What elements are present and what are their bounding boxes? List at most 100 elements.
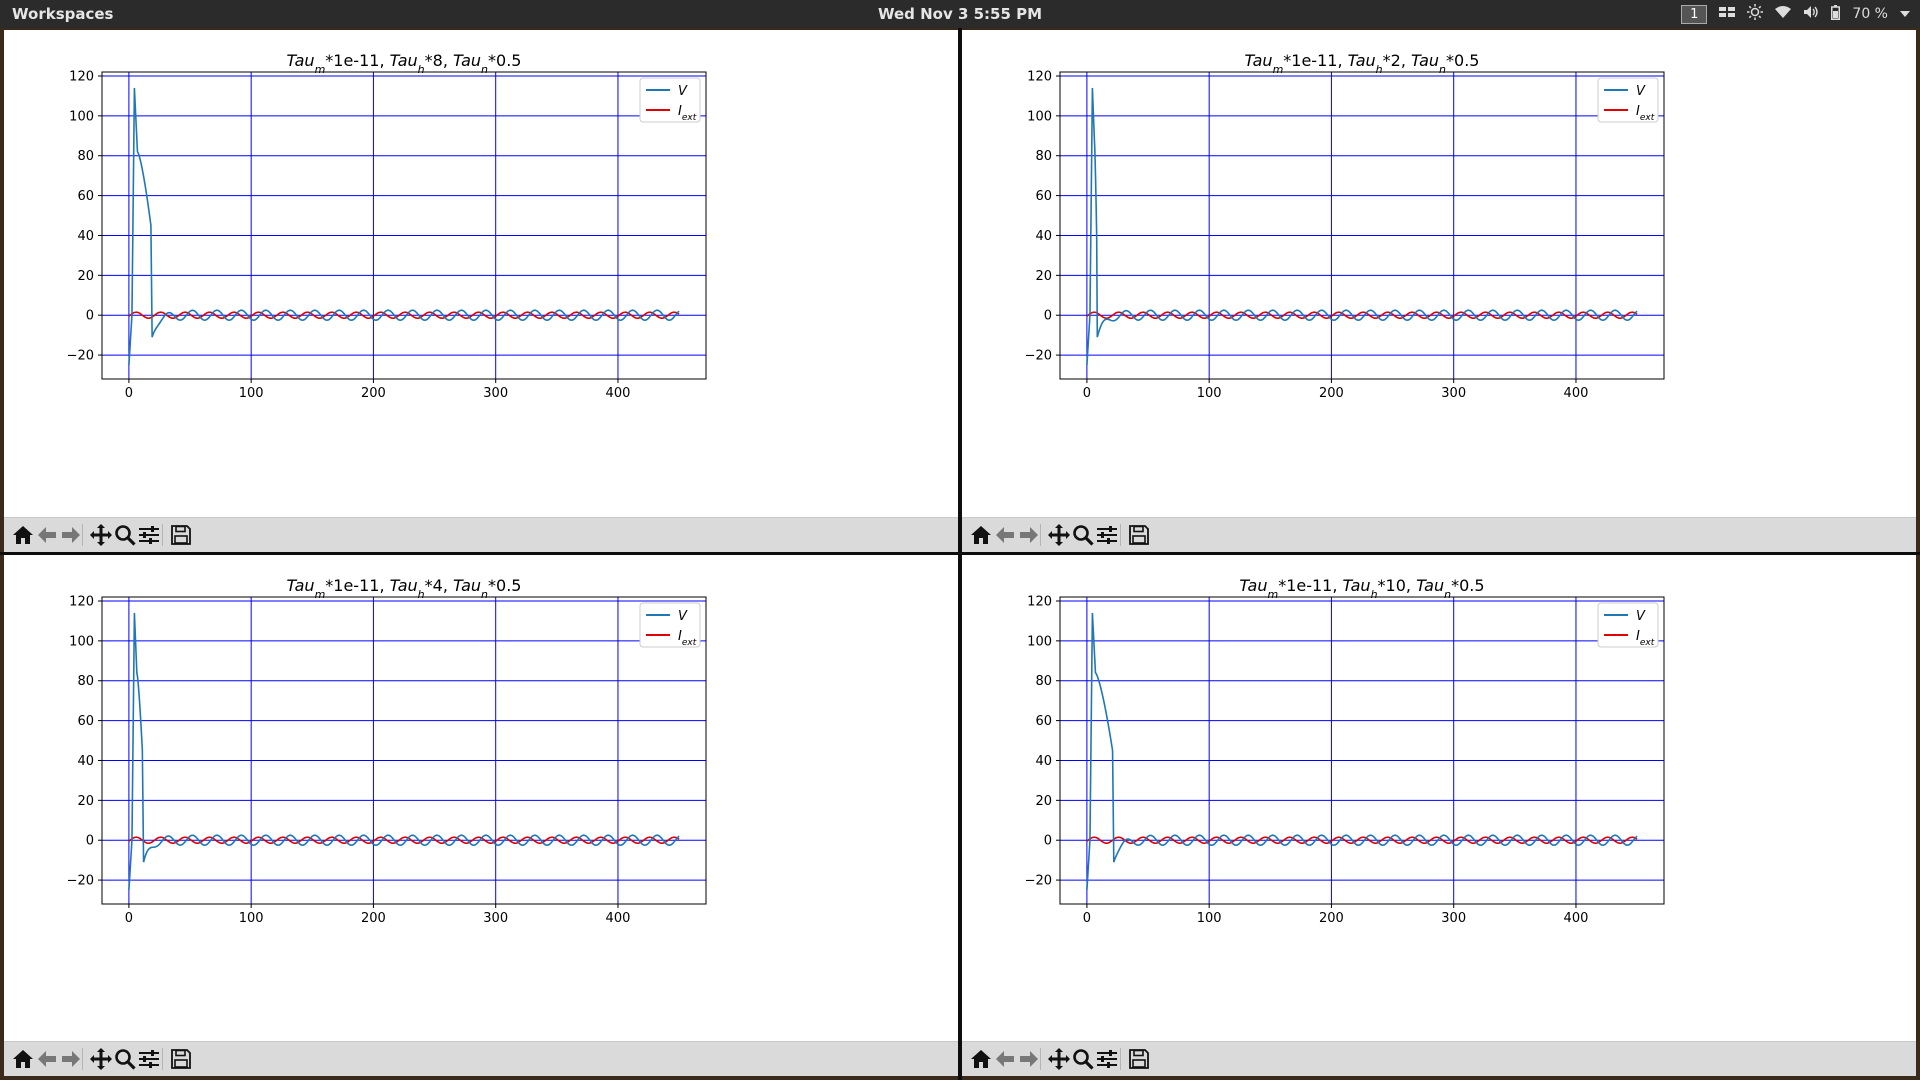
clock[interactable]: Wed Nov 3 5:55 PM [877, 5, 1043, 23]
zoom-button[interactable] [112, 523, 138, 547]
pan-icon [90, 1048, 112, 1070]
configure-subplots-icon [138, 1049, 160, 1069]
plot-area[interactable]: Taum*1e-11, Tauh*10, Taun*0.50 100 200 300 4… [962, 555, 1916, 1042]
home-icon [12, 525, 34, 545]
home-button[interactable] [10, 523, 36, 547]
legend: V Iext [639, 77, 701, 123]
zoom-button[interactable] [112, 1047, 138, 1071]
x-tick-label: 300 [1441, 911, 1466, 926]
save-button[interactable] [1126, 1047, 1152, 1071]
home-icon [12, 1049, 34, 1069]
y-tick-label: −20 [67, 874, 94, 889]
back-arrow-button[interactable] [34, 1047, 60, 1071]
series-line-v [128, 87, 680, 366]
chart-title: Taum*1e-11, Tauh*4, Taun*0.5 [287, 576, 522, 601]
forward-arrow-icon [1019, 1050, 1039, 1068]
legend-label-v: V [678, 609, 688, 624]
x-tick-label: 200 [361, 911, 386, 926]
workspace-indicator[interactable]: 1 [1681, 4, 1708, 24]
save-icon [171, 1049, 191, 1069]
chart-title: Taum*1e-11, Tauh*10, Taun*0.5 [1239, 576, 1484, 601]
forward-arrow-button[interactable] [58, 523, 84, 547]
x-tick-label: 100 [239, 386, 264, 401]
workspaces-label[interactable]: Workspaces [12, 5, 114, 23]
forward-arrow-icon [61, 1050, 81, 1068]
chart-title: Taum*1e-11, Tauh*8, Taun*0.5 [287, 51, 522, 76]
y-tick-label: 80 [1035, 674, 1052, 689]
save-icon [171, 525, 191, 545]
y-tick-label: 20 [77, 269, 94, 284]
axes-frame [101, 596, 707, 905]
home-button[interactable] [968, 523, 994, 547]
chevron-down-icon[interactable] [1900, 6, 1910, 22]
y-tick-label: 100 [1027, 634, 1052, 649]
toolbar-separator [1120, 1048, 1121, 1070]
plot-area[interactable]: Taum*1e-11, Tauh*4, Taun*0.50 100 200 300 40… [4, 555, 958, 1042]
y-tick-label: 40 [1035, 229, 1052, 244]
legend: V Iext [1597, 77, 1659, 123]
y-tick-label: 0 [1044, 309, 1052, 324]
zoom-button[interactable] [1070, 1047, 1096, 1071]
back-arrow-button[interactable] [992, 1047, 1018, 1071]
plot-area[interactable]: Taum*1e-11, Tauh*8, Taun*0.50 100 200 300 40… [4, 30, 958, 518]
y-tick-label: 20 [77, 794, 94, 809]
configure-subplots-icon [1096, 525, 1118, 545]
series-line-v [1086, 612, 1638, 891]
configure-subplots-button[interactable] [136, 523, 162, 547]
save-button[interactable] [1126, 523, 1152, 547]
back-arrow-icon [37, 526, 57, 544]
figure-window-tauh-2: Taum*1e-11, Tauh*2, Taun*0.5 0 100 200 300 40… [962, 30, 1916, 552]
pan-button[interactable] [1046, 523, 1072, 547]
figure-window-tauh-10: Taum*1e-11, Tauh*10, Taun*0.5 0 100 200 300 4… [962, 555, 1916, 1076]
toolbar-separator [162, 1048, 163, 1070]
configure-subplots-button[interactable] [1094, 523, 1120, 547]
home-button[interactable] [10, 1047, 36, 1071]
toolbar-separator [1040, 524, 1041, 546]
layout-icon[interactable] [1719, 6, 1736, 22]
pan-button[interactable] [88, 1047, 114, 1071]
pan-button[interactable] [1046, 1047, 1072, 1071]
wifi-icon[interactable] [1775, 5, 1792, 23]
y-tick-label: −20 [1025, 349, 1052, 364]
save-button[interactable] [168, 523, 194, 547]
grid-lines [102, 72, 706, 379]
save-icon [1129, 525, 1149, 545]
forward-arrow-button[interactable] [1016, 523, 1042, 547]
back-arrow-button[interactable] [34, 523, 60, 547]
zoom-icon [1072, 1048, 1094, 1070]
series-line-iext [128, 311, 680, 320]
back-arrow-icon [995, 526, 1015, 544]
forward-arrow-button[interactable] [58, 1047, 84, 1071]
y-tick-label: 40 [77, 754, 94, 769]
y-tick-label: 120 [69, 594, 94, 609]
x-tick-label: 400 [1564, 911, 1589, 926]
figure-window-tauh-8: Taum*1e-11, Tauh*8, Taun*0.5 0 100 200 300 40… [4, 30, 958, 552]
home-button[interactable] [968, 1047, 994, 1071]
pan-button[interactable] [88, 523, 114, 547]
battery-percent[interactable]: 70 % [1852, 6, 1888, 22]
configure-subplots-button[interactable] [136, 1047, 162, 1071]
back-arrow-button[interactable] [992, 523, 1018, 547]
x-tick-label: 100 [1197, 386, 1222, 401]
brightness-icon[interactable] [1747, 4, 1764, 24]
configure-subplots-button[interactable] [1094, 1047, 1120, 1071]
zoom-button[interactable] [1070, 523, 1096, 547]
x-tick-label: 200 [361, 386, 386, 401]
legend-label-v: V [1636, 609, 1646, 624]
window-gap-horizontal [0, 552, 1920, 555]
x-tick-label: 400 [606, 911, 631, 926]
y-tick-label: 120 [1027, 69, 1052, 84]
battery-icon[interactable] [1831, 4, 1841, 24]
forward-arrow-button[interactable] [1016, 1047, 1042, 1071]
series-line-iext [1086, 311, 1638, 320]
legend-label-iext: Iext [678, 104, 697, 123]
y-tick-label: 60 [77, 714, 94, 729]
volume-icon[interactable] [1803, 5, 1819, 23]
navigation-toolbar [4, 517, 958, 552]
home-icon [970, 1049, 992, 1069]
plot-area[interactable]: Taum*1e-11, Tauh*2, Taun*0.50 100 200 300 40… [962, 30, 1916, 518]
y-tick-label: 40 [77, 229, 94, 244]
save-button[interactable] [168, 1047, 194, 1071]
zoom-icon [114, 524, 136, 546]
x-tick-label: 400 [606, 386, 631, 401]
